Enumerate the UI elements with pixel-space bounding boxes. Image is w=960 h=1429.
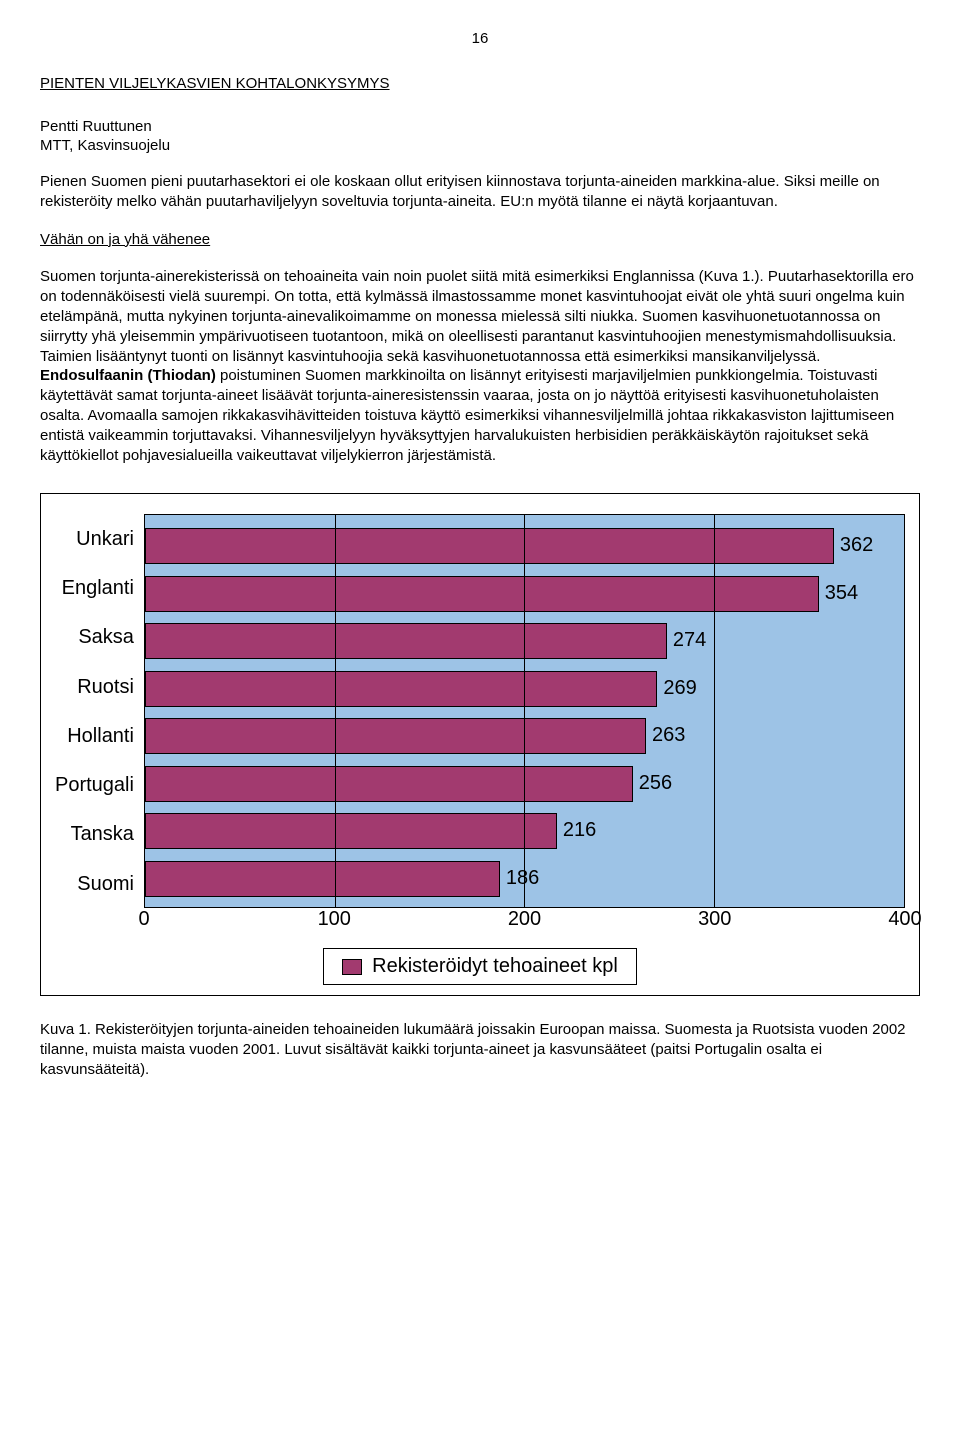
bar bbox=[145, 623, 667, 659]
page-number: 16 bbox=[40, 30, 920, 47]
x-tick-label: 300 bbox=[698, 908, 731, 931]
bar bbox=[145, 576, 819, 612]
body-bold: Endosulfaanin (Thiodan) bbox=[40, 367, 216, 384]
chart-x-axis: 0100200300400 bbox=[144, 908, 905, 934]
figure-caption: Kuva 1. Rekisteröityjen torjunta-aineide… bbox=[40, 1020, 920, 1079]
y-category-label: Hollanti bbox=[55, 712, 134, 760]
bar-value-label: 216 bbox=[555, 813, 596, 847]
bar bbox=[145, 671, 657, 707]
bar-value-label: 263 bbox=[644, 718, 685, 752]
bar-value-label: 354 bbox=[817, 576, 858, 610]
bar bbox=[145, 718, 646, 754]
bar-value-label: 269 bbox=[655, 671, 696, 705]
x-tick-label: 200 bbox=[508, 908, 541, 931]
gridline bbox=[335, 515, 336, 907]
bar-value-label: 256 bbox=[631, 766, 672, 800]
y-category-label: Portugali bbox=[55, 761, 134, 809]
x-tick-label: 400 bbox=[888, 908, 921, 931]
bar bbox=[145, 766, 633, 802]
body-pre: Suomen torjunta-ainerekisterissä on teho… bbox=[40, 268, 914, 364]
x-tick-label: 100 bbox=[318, 908, 351, 931]
doc-heading: PIENTEN VILJELYKASVIEN KOHTALONKYSYMYS bbox=[40, 75, 920, 92]
y-category-label: Suomi bbox=[55, 860, 134, 908]
legend-swatch bbox=[342, 959, 362, 975]
y-category-label: Tanska bbox=[55, 810, 134, 858]
bar-value-label: 274 bbox=[665, 623, 706, 657]
chart-legend: Rekisteröidyt tehoaineet kpl bbox=[55, 948, 905, 985]
x-tick-label: 0 bbox=[138, 908, 149, 931]
bar bbox=[145, 528, 834, 564]
bar-value-label: 186 bbox=[498, 861, 539, 895]
body-paragraph: Suomen torjunta-ainerekisterissä on teho… bbox=[40, 267, 920, 465]
author-name: Pentti Ruuttunen bbox=[40, 118, 920, 135]
bar-value-label: 362 bbox=[832, 528, 873, 562]
y-category-label: Ruotsi bbox=[55, 663, 134, 711]
chart-y-axis: UnkariEnglantiSaksaRuotsiHollantiPortuga… bbox=[55, 514, 144, 908]
gridline bbox=[714, 515, 715, 907]
bar bbox=[145, 861, 500, 897]
bar bbox=[145, 813, 557, 849]
gridline bbox=[904, 515, 905, 907]
affiliation: MTT, Kasvinsuojelu bbox=[40, 137, 920, 154]
intro-paragraph: Pienen Suomen pieni puutarhasektori ei o… bbox=[40, 172, 920, 212]
chart-plot-area: 362 354 274 269 263 256 216 186 bbox=[144, 514, 905, 908]
subheading: Vähän on ja yhä vähenee bbox=[40, 231, 210, 248]
y-category-label: Saksa bbox=[55, 613, 134, 661]
chart-container: UnkariEnglantiSaksaRuotsiHollantiPortuga… bbox=[40, 493, 920, 996]
legend-label: Rekisteröidyt tehoaineet kpl bbox=[372, 955, 618, 978]
y-category-label: Englanti bbox=[55, 564, 134, 612]
gridline bbox=[524, 515, 525, 907]
y-category-label: Unkari bbox=[55, 515, 134, 563]
